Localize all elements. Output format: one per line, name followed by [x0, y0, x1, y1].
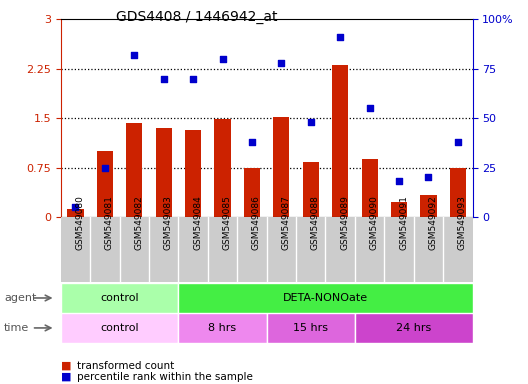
- Bar: [274, 117, 289, 217]
- Bar: [355, 313, 473, 343]
- Bar: [303, 162, 319, 217]
- Point: [71, 204, 80, 210]
- Bar: [61, 283, 178, 313]
- Point: [248, 139, 256, 145]
- Text: GSM549092: GSM549092: [428, 195, 437, 250]
- Point: [189, 76, 197, 82]
- Point: [365, 105, 374, 111]
- Text: DETA-NONOate: DETA-NONOate: [283, 293, 368, 303]
- Text: GSM549083: GSM549083: [164, 195, 173, 250]
- Bar: [185, 130, 201, 217]
- Text: GSM549080: GSM549080: [76, 195, 84, 250]
- Point: [218, 56, 227, 62]
- Point: [101, 164, 109, 170]
- Text: GSM549087: GSM549087: [281, 195, 290, 250]
- Text: GSM549089: GSM549089: [340, 195, 349, 250]
- Text: GSM549085: GSM549085: [222, 195, 231, 250]
- Bar: [156, 128, 172, 217]
- Bar: [244, 167, 260, 217]
- Text: GSM549090: GSM549090: [370, 195, 379, 250]
- Text: GDS4408 / 1446942_at: GDS4408 / 1446942_at: [116, 10, 278, 23]
- Bar: [178, 313, 267, 343]
- Bar: [332, 65, 348, 217]
- Text: transformed count: transformed count: [77, 361, 174, 371]
- Text: GSM549082: GSM549082: [134, 195, 143, 250]
- Bar: [267, 313, 355, 343]
- Point: [395, 178, 403, 184]
- Bar: [450, 167, 466, 217]
- Text: percentile rank within the sample: percentile rank within the sample: [77, 372, 252, 382]
- Point: [130, 52, 138, 58]
- Point: [454, 139, 462, 145]
- Text: GSM549086: GSM549086: [252, 195, 261, 250]
- Text: ■: ■: [61, 361, 71, 371]
- Text: control: control: [100, 293, 139, 303]
- Text: GSM549088: GSM549088: [311, 195, 320, 250]
- Text: 15 hrs: 15 hrs: [293, 323, 328, 333]
- Text: GSM549084: GSM549084: [193, 195, 202, 250]
- Text: GSM549081: GSM549081: [105, 195, 114, 250]
- Bar: [68, 209, 83, 217]
- Point: [424, 174, 432, 180]
- Bar: [362, 159, 378, 217]
- Bar: [61, 313, 178, 343]
- Bar: [126, 123, 143, 217]
- Point: [277, 60, 286, 66]
- Text: 24 hrs: 24 hrs: [396, 323, 431, 333]
- Bar: [97, 151, 113, 217]
- Bar: [420, 195, 437, 217]
- Bar: [214, 119, 231, 217]
- Text: ■: ■: [61, 372, 71, 382]
- Text: GSM549093: GSM549093: [458, 195, 467, 250]
- Bar: [391, 202, 407, 217]
- Point: [307, 119, 315, 125]
- Text: GSM549091: GSM549091: [399, 195, 408, 250]
- Text: control: control: [100, 323, 139, 333]
- Bar: [178, 283, 473, 313]
- Point: [159, 76, 168, 82]
- Text: 8 hrs: 8 hrs: [209, 323, 237, 333]
- Text: time: time: [4, 323, 30, 333]
- Text: agent: agent: [4, 293, 36, 303]
- Point: [336, 34, 344, 40]
